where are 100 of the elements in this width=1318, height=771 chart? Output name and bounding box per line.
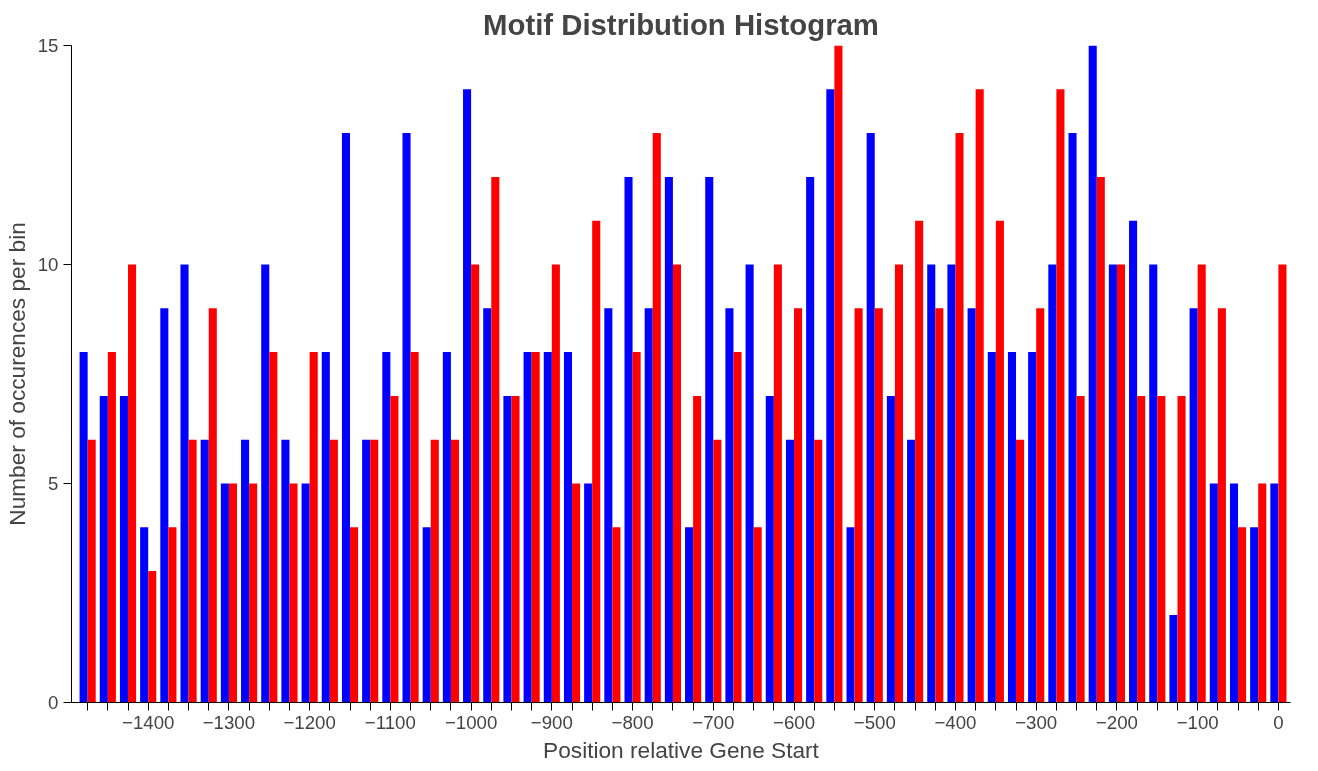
bar: [1278, 264, 1287, 703]
bar: [1076, 395, 1085, 703]
bar: [1088, 45, 1097, 703]
bar: [1036, 308, 1045, 703]
bar: [1157, 395, 1166, 703]
bar: [1149, 264, 1158, 703]
x-tick-label: −400: [934, 711, 977, 733]
bar: [208, 308, 217, 703]
bar: [854, 308, 863, 703]
x-tick-label: −1400: [121, 711, 175, 733]
x-tick-label: −1300: [202, 711, 256, 733]
bar: [1137, 395, 1146, 703]
bar: [1229, 483, 1239, 703]
bar: [927, 264, 936, 703]
bar: [644, 308, 653, 703]
bar: [572, 483, 581, 703]
bar: [713, 439, 722, 703]
bar: [309, 352, 318, 703]
bar: [79, 352, 88, 703]
bar: [785, 439, 795, 703]
bar: [140, 527, 149, 703]
bar: [1056, 89, 1065, 703]
bar: [1238, 527, 1247, 703]
bar: [370, 439, 379, 703]
bar: [523, 352, 532, 703]
bar: [967, 308, 976, 703]
bar: [168, 527, 177, 703]
bar: [693, 395, 702, 703]
bar: [773, 264, 782, 703]
bar: [1096, 176, 1105, 703]
bar: [604, 308, 613, 703]
bar: [652, 133, 661, 703]
bar: [1270, 483, 1279, 703]
bar: [491, 176, 500, 703]
bar: [1016, 439, 1025, 703]
bar: [1177, 395, 1186, 703]
bar: [483, 308, 492, 703]
bar: [632, 352, 641, 703]
bar: [350, 527, 359, 703]
bar: [249, 483, 258, 703]
bar: [846, 527, 855, 703]
bar: [180, 264, 189, 703]
bar: [1007, 352, 1017, 703]
bar: [87, 439, 96, 703]
bar: [753, 527, 762, 703]
bar: [261, 264, 270, 703]
bar: [430, 439, 439, 703]
y-tick-label: 0: [48, 692, 59, 713]
x-tick-label: −500: [853, 711, 896, 733]
bar: [269, 352, 278, 703]
bar: [866, 133, 875, 703]
bar: [301, 483, 310, 703]
bar: [725, 308, 734, 703]
bar: [329, 439, 338, 703]
x-tick-label: −600: [773, 711, 816, 733]
bar: [228, 483, 237, 703]
bar: [450, 439, 459, 703]
x-tick-label: −700: [692, 711, 735, 733]
bar: [1048, 264, 1057, 703]
x-tick-label: −1100: [364, 711, 416, 733]
bar: [685, 527, 694, 703]
y-tick-label: 10: [37, 254, 59, 275]
bar: [584, 483, 593, 703]
bar: [390, 395, 399, 703]
bar: [975, 89, 984, 703]
bar: [471, 264, 480, 703]
bar: [281, 439, 290, 703]
bar: [1217, 308, 1226, 703]
bar: [160, 308, 169, 703]
x-tick-label: −1000: [444, 711, 498, 733]
bar: [442, 352, 451, 703]
bar: [1129, 220, 1138, 703]
x-tick-label: −300: [1015, 711, 1058, 733]
bar: [1116, 264, 1126, 703]
bar: [1197, 264, 1206, 703]
bar: [814, 439, 823, 703]
bar: [289, 483, 298, 703]
bar: [119, 395, 129, 703]
bar: [382, 352, 391, 703]
bar: [1250, 527, 1259, 703]
x-tick-label: −800: [611, 711, 654, 733]
bar: [907, 439, 916, 703]
bar: [402, 133, 411, 703]
bar: [935, 308, 944, 703]
bar: [1068, 133, 1077, 703]
bar: [1169, 614, 1178, 703]
chart-title: Motif Distribution Histogram: [483, 7, 879, 41]
bar: [745, 264, 754, 703]
bar: [894, 264, 903, 703]
bar: [995, 220, 1004, 703]
bar: [874, 308, 883, 703]
x-tick-label: 0: [1273, 711, 1284, 733]
bar: [987, 352, 996, 703]
bar: [826, 89, 835, 703]
bar: [612, 527, 621, 703]
y-tick-label: 5: [48, 473, 59, 494]
bar: [410, 352, 419, 703]
y-tick-label: 15: [37, 35, 59, 56]
bar: [551, 264, 560, 703]
bar: [321, 352, 330, 703]
